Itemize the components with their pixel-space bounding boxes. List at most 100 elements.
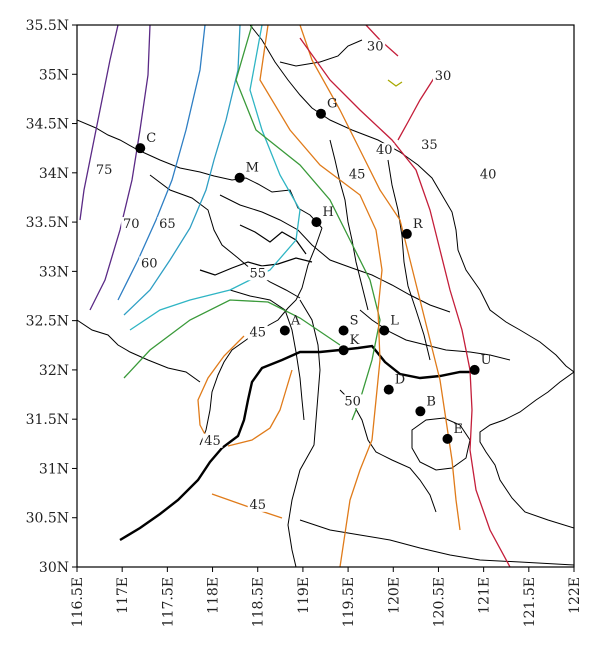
county-boundaries-3 (387, 159, 431, 361)
city-label: R (413, 217, 424, 232)
contour-labels: 75 70 65 60 55 45 50 45 45 45 40 35 40 30 30 (94, 39, 499, 513)
contour-label-bg (374, 143, 395, 158)
contour-label: 30 (435, 69, 452, 84)
y-tick-label: 35N (39, 67, 69, 83)
contour-45-south-orange (227, 369, 293, 447)
y-tick-label: 35.5N (26, 18, 69, 34)
yangtze-river (119, 344, 476, 542)
x-tick-label: 119E (296, 577, 312, 614)
contour-50 (235, 25, 381, 421)
city-label: G (327, 97, 337, 112)
city-marker (442, 433, 453, 444)
contour-45-west-orange (197, 335, 245, 441)
city-markers: C G M H R A S L K U D B E (135, 97, 492, 444)
contour-label-bg (247, 497, 268, 512)
city-label: K (350, 333, 360, 348)
county-boundaries-4 (287, 299, 321, 567)
x-tick-label: 118E (206, 577, 222, 614)
x-tick-label: 118.5E (251, 577, 267, 627)
y-tick-label: 34.5N (26, 117, 69, 133)
y-tick-label: 32.5N (26, 314, 69, 330)
contour-label: 60 (141, 256, 158, 271)
contour-label: 45 (249, 498, 266, 513)
x-tick-label: 117.5E (160, 577, 176, 627)
province-boundary-central (149, 174, 301, 299)
contour-label: 35 (421, 138, 438, 153)
coast-lower (479, 371, 574, 529)
contour-55 (129, 25, 301, 331)
contour-label-bg (202, 433, 223, 448)
city-marker (415, 406, 426, 417)
contour-label-bg (347, 167, 368, 182)
contour-label-bg (419, 138, 440, 153)
map-geography (77, 25, 574, 567)
county-boundaries-1 (219, 194, 451, 313)
city-marker (234, 172, 245, 183)
y-axis: 30N 30.5N 31N 31.5N 32N 32.5N 33N 33.5N 34N 34.5N… (26, 18, 77, 576)
coastline (249, 25, 574, 373)
city-label: C (146, 131, 156, 146)
city-label: L (390, 313, 399, 328)
city-label: H (322, 205, 333, 220)
x-tick-label: 121E (477, 577, 493, 614)
contour-label: 30 (367, 40, 384, 55)
huai-river (199, 257, 313, 276)
coast-north (279, 39, 363, 67)
city-marker (338, 345, 349, 356)
contour-45-bottom (211, 493, 283, 519)
county-boundaries-2 (329, 139, 369, 311)
city-label: E (453, 422, 463, 437)
west-inland-lines (77, 319, 201, 383)
city-label: D (395, 373, 405, 388)
county-boundaries-6 (339, 389, 437, 513)
x-tick-label: 122E (567, 577, 583, 614)
city-marker (401, 228, 412, 239)
contour-label-bg (478, 167, 499, 182)
contour-label-bg (365, 39, 386, 54)
x-tick-label: 121.5E (522, 577, 538, 627)
contour-label: 40 (376, 143, 393, 158)
city-label: A (290, 313, 301, 328)
y-tick-label: 33N (39, 264, 69, 280)
contour-75 (79, 25, 119, 221)
contour-label: 55 (249, 266, 266, 281)
city-marker (315, 108, 326, 119)
x-tick-label: 117E (115, 577, 131, 614)
city-marker (383, 384, 394, 395)
city-marker (338, 325, 349, 336)
lake-shoreline (239, 224, 307, 255)
contour-65 (117, 25, 206, 301)
city-label: B (426, 394, 436, 409)
contour-label: 45 (204, 434, 221, 449)
y-tick-label: 34N (39, 166, 69, 182)
city-marker (311, 217, 322, 228)
city-label: S (350, 313, 359, 328)
contour-60 (123, 25, 241, 316)
city-marker (135, 143, 146, 154)
contour-45-orange-east (259, 25, 383, 567)
contour-40 (299, 25, 461, 531)
x-tick-label: 120E (386, 577, 402, 614)
contour-label: 45 (349, 168, 366, 183)
contour-label-bg (342, 394, 363, 409)
contour-label: 40 (480, 168, 497, 183)
contour-label: 50 (344, 394, 361, 409)
city-marker (379, 325, 390, 336)
contour-30-yellow (387, 79, 403, 87)
contour-label-bg (121, 217, 142, 232)
contour-label-bg (247, 325, 268, 340)
city-marker (279, 325, 290, 336)
contour-label: 75 (96, 163, 113, 178)
contour-label: 45 (249, 325, 266, 340)
y-tick-label: 31N (39, 461, 69, 477)
contour-label-bg (157, 217, 178, 232)
plot-frame (76, 24, 575, 568)
y-tick-label: 30N (39, 560, 69, 576)
contour-label-bg (139, 256, 160, 271)
contour-30-b (397, 74, 437, 141)
y-tick-label: 33.5N (26, 215, 69, 231)
contour-label: 65 (159, 217, 176, 232)
contour-label-bg (94, 162, 115, 177)
contour-label-bg (432, 69, 453, 84)
